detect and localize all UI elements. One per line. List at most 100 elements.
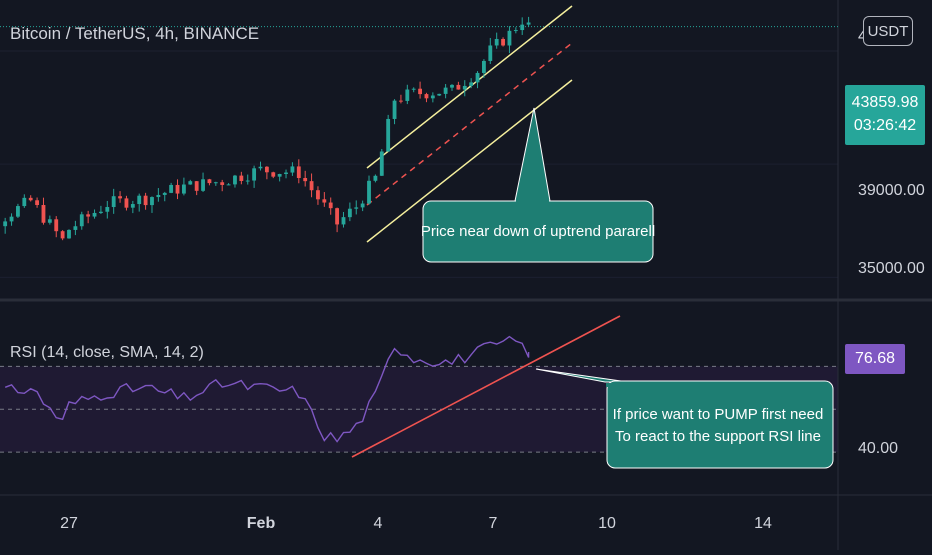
candle-body-67 xyxy=(430,95,435,99)
candle-body-24 xyxy=(156,194,161,198)
time-tick-27: 27 xyxy=(60,515,78,532)
rsi-indicator-title[interactable]: RSI (14, close, SMA, 14, 2) xyxy=(10,344,204,361)
candle-body-28 xyxy=(181,184,186,194)
rsi-tick-40: 40.00 xyxy=(858,440,898,457)
candle-body-71 xyxy=(456,84,461,90)
candle-body-48 xyxy=(309,181,314,191)
candle-body-30 xyxy=(194,181,199,191)
candle-body-23 xyxy=(150,197,154,206)
candle-body-49 xyxy=(316,190,320,200)
candle-body-39 xyxy=(252,168,257,181)
candle-body-65 xyxy=(418,88,422,95)
candle-body-5 xyxy=(35,200,39,206)
candle-body-9 xyxy=(60,231,65,239)
candle-body-56 xyxy=(360,203,365,208)
channel-lower-line[interactable] xyxy=(366,79,573,243)
candle-body-60 xyxy=(386,118,391,152)
candle-body-53 xyxy=(341,217,346,225)
candle-body-73 xyxy=(469,82,474,86)
candle-body-33 xyxy=(213,182,218,184)
price-axis-partial-label: 4 xyxy=(858,28,867,45)
candle-body-64 xyxy=(411,88,416,90)
rsi-callout-joint xyxy=(606,383,628,387)
candlestick-series xyxy=(3,16,531,241)
candle-body-59 xyxy=(379,151,384,176)
time-tick-7: 7 xyxy=(489,515,498,532)
candle-body-75 xyxy=(482,60,486,73)
candle-body-66 xyxy=(424,94,429,99)
candle-body-14 xyxy=(92,212,97,217)
candle-body-32 xyxy=(207,179,212,184)
candle-body-22 xyxy=(143,195,148,206)
candle-body-81 xyxy=(520,24,525,31)
candle-body-68 xyxy=(437,93,442,96)
currency-button[interactable]: USDT xyxy=(863,16,913,46)
candle-body-54 xyxy=(347,208,352,218)
candle-body-36 xyxy=(233,175,237,185)
candle-body-52 xyxy=(335,208,340,225)
candle-body-79 xyxy=(507,30,512,46)
candle-body-38 xyxy=(245,180,250,182)
last-price-value: 43859.98 xyxy=(851,94,919,111)
symbol-title[interactable]: Bitcoin / TetherUS, 4h, BINANCE xyxy=(10,24,260,43)
candle-body-19 xyxy=(124,198,129,208)
candle-body-34 xyxy=(220,182,225,185)
candle-body-37 xyxy=(239,175,244,182)
candle-body-47 xyxy=(303,178,308,182)
last-price-badge: 43859.98 03:26:42 xyxy=(845,85,925,145)
candle-body-15 xyxy=(99,211,103,213)
candle-body-1 xyxy=(9,216,14,222)
price-callout-joint xyxy=(516,199,549,203)
candle-body-63 xyxy=(405,89,410,101)
rsi-support-trendline[interactable] xyxy=(351,315,621,458)
candle-body-26 xyxy=(169,184,174,193)
channel-upper-line[interactable] xyxy=(366,5,573,169)
time-tick-14: 14 xyxy=(754,515,772,532)
candle-body-8 xyxy=(54,219,59,232)
candle-body-3 xyxy=(22,197,27,207)
candle-body-42 xyxy=(271,172,276,177)
time-tick-4: 4 xyxy=(374,515,383,532)
candle-body-18 xyxy=(118,196,122,199)
bar-countdown: 03:26:42 xyxy=(853,117,917,134)
candle-body-10 xyxy=(67,229,71,239)
candle-body-76 xyxy=(488,45,493,61)
candle-body-6 xyxy=(41,205,46,223)
candle-body-16 xyxy=(105,207,110,212)
time-tick-10: 10 xyxy=(598,515,616,532)
price-callout-text: Price near down of uptrend pararell xyxy=(421,223,655,240)
candle-body-12 xyxy=(79,214,84,227)
candle-body-20 xyxy=(130,204,135,208)
price-tick-39000: 39000.00 xyxy=(858,182,925,199)
candle-body-31 xyxy=(201,179,205,191)
candle-body-0 xyxy=(3,221,8,227)
candle-body-2 xyxy=(16,206,20,217)
candle-body-21 xyxy=(137,195,142,205)
candle-body-13 xyxy=(86,214,91,217)
candle-body-55 xyxy=(354,207,359,209)
rsi-callout-text-line2: To react to the support RSI line xyxy=(615,428,821,445)
candle-body-70 xyxy=(450,84,454,88)
candle-body-43 xyxy=(277,173,282,177)
candle-body-46 xyxy=(296,166,301,179)
price-tick-35000: 35000.00 xyxy=(858,260,925,277)
candle-body-29 xyxy=(188,181,193,185)
rsi-callout-box[interactable] xyxy=(606,380,834,469)
candle-body-17 xyxy=(111,196,116,208)
candle-body-27 xyxy=(175,184,180,194)
uptrend-channel[interactable] xyxy=(366,5,573,243)
candle-body-25 xyxy=(162,192,167,195)
candle-body-44 xyxy=(284,172,288,174)
time-tick-feb: Feb xyxy=(247,515,276,532)
candle-body-80 xyxy=(513,30,518,32)
candle-body-45 xyxy=(290,166,295,173)
candle-body-82 xyxy=(526,22,531,25)
candle-body-4 xyxy=(28,197,33,201)
candle-body-62 xyxy=(399,100,403,102)
candle-body-74 xyxy=(475,72,480,83)
candle-body-57 xyxy=(367,180,371,204)
candle-body-78 xyxy=(501,38,505,46)
candle-body-40 xyxy=(258,166,263,169)
